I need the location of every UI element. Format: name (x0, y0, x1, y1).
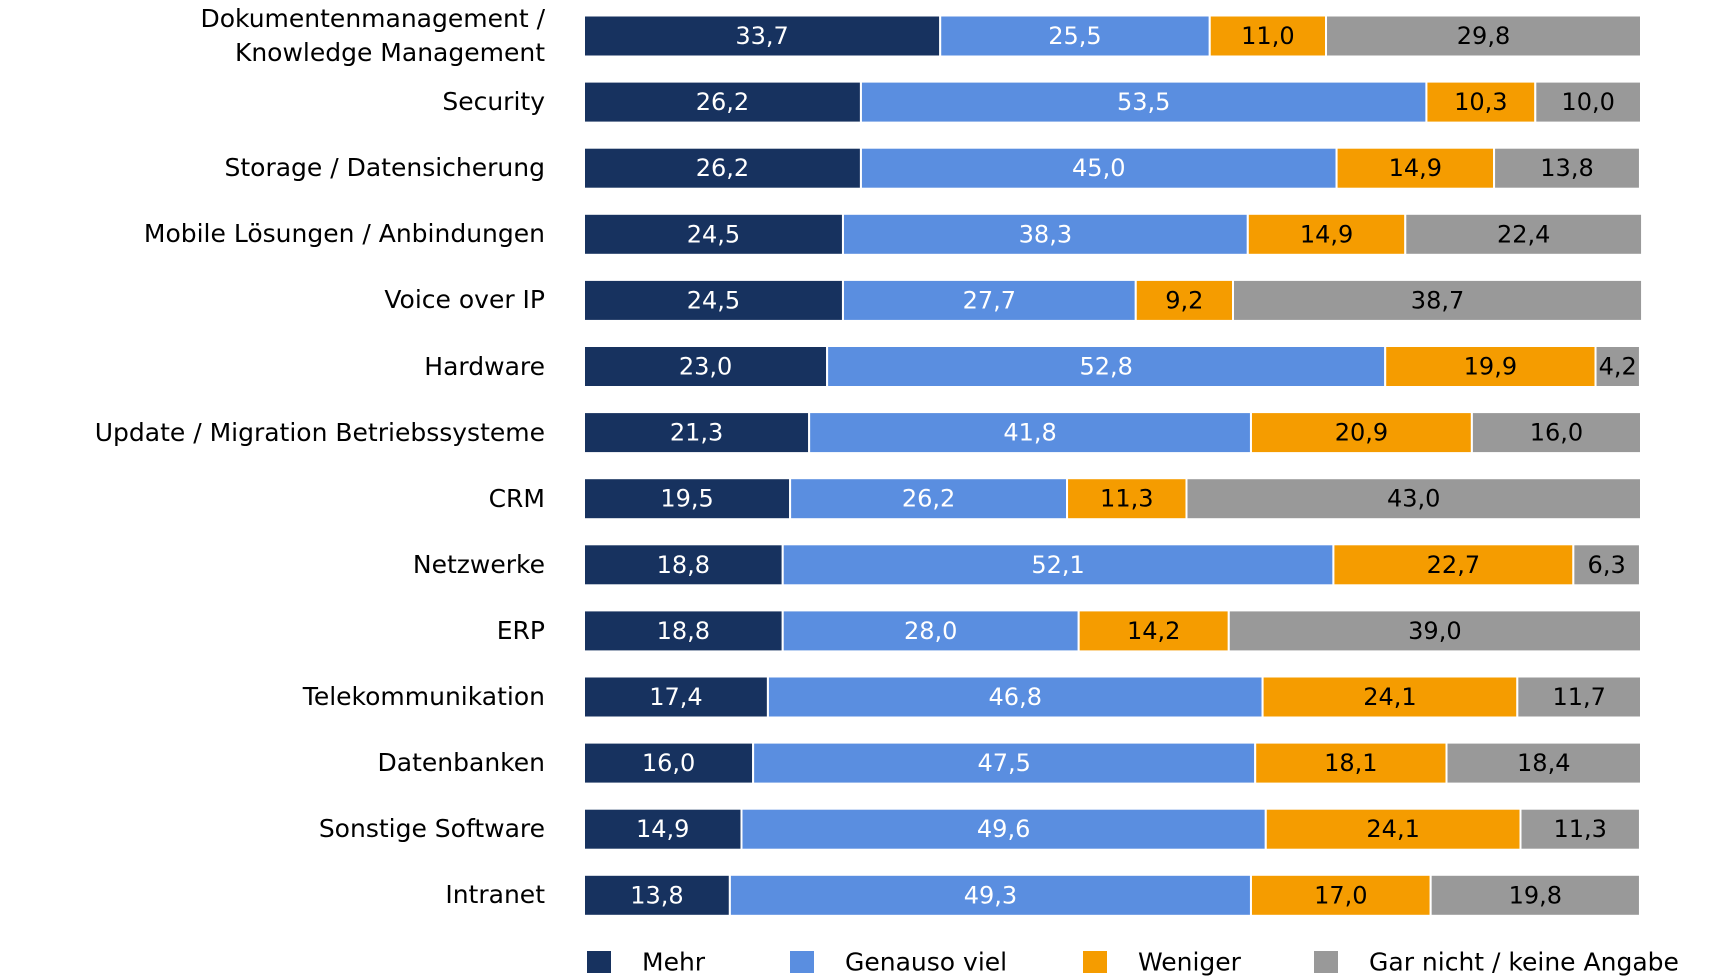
value-label: 22,7 (1427, 551, 1480, 579)
value-label: 6,3 (1588, 551, 1626, 579)
legend-swatch (1314, 951, 1338, 973)
legend-label: Gar nicht / keine Angabe (1369, 948, 1679, 977)
legend-label: Mehr (642, 948, 706, 977)
value-label: 17,0 (1314, 881, 1367, 909)
value-label: 18,8 (657, 551, 710, 579)
value-label: 16,0 (642, 749, 695, 777)
value-label: 11,3 (1100, 485, 1153, 513)
value-label: 14,9 (1389, 154, 1442, 182)
value-label: 29,8 (1457, 22, 1510, 50)
legend-swatch (587, 951, 611, 973)
value-label: 19,8 (1509, 881, 1562, 909)
value-label: 14,9 (1300, 220, 1353, 248)
value-label: 23,0 (679, 353, 732, 381)
value-label: 4,2 (1599, 353, 1637, 381)
value-label: 20,9 (1335, 419, 1388, 447)
value-label: 11,0 (1241, 22, 1294, 50)
value-label: 13,8 (1540, 154, 1593, 182)
value-label: 26,2 (902, 485, 955, 513)
value-label: 19,9 (1464, 353, 1517, 381)
value-label: 24,1 (1363, 683, 1416, 711)
value-label: 28,0 (904, 617, 957, 645)
value-label: 39,0 (1408, 617, 1461, 645)
value-label: 9,2 (1165, 286, 1203, 314)
value-label: 33,7 (735, 22, 788, 50)
value-label: 52,8 (1079, 353, 1132, 381)
value-label: 22,4 (1497, 220, 1550, 248)
value-label: 18,1 (1324, 749, 1377, 777)
value-label: 52,1 (1031, 551, 1084, 579)
value-label: 17,4 (649, 683, 702, 711)
value-label: 18,4 (1517, 749, 1570, 777)
value-label: 49,3 (964, 881, 1017, 909)
value-label: 46,8 (989, 683, 1042, 711)
value-label: 16,0 (1530, 419, 1583, 447)
value-label: 24,1 (1366, 815, 1419, 843)
value-label: 14,9 (636, 815, 689, 843)
value-label: 47,5 (977, 749, 1030, 777)
value-label: 11,7 (1552, 683, 1605, 711)
value-label: 19,5 (660, 485, 713, 513)
value-label: 41,8 (1003, 419, 1056, 447)
legend-swatch (1083, 951, 1107, 973)
legend-label: Genauso viel (845, 948, 1007, 977)
value-label: 49,6 (977, 815, 1030, 843)
value-label: 11,3 (1554, 815, 1607, 843)
value-label: 38,3 (1019, 220, 1072, 248)
value-label: 26,2 (696, 154, 749, 182)
value-label: 27,7 (963, 286, 1016, 314)
value-label: 26,2 (696, 88, 749, 116)
value-label: 43,0 (1387, 485, 1440, 513)
value-label: 45,0 (1072, 154, 1125, 182)
value-label: 25,5 (1048, 22, 1101, 50)
value-label: 21,3 (670, 419, 723, 447)
page: 33,7 25,5 11,0 29,8 26,2 53,5 10,3 10,0 26,2 45,0… (0, 0, 1712, 978)
value-label: 18,8 (657, 617, 710, 645)
value-label: 24,5 (687, 286, 740, 314)
value-label: 14,2 (1127, 617, 1180, 645)
legend-swatch (790, 951, 814, 973)
value-label: 53,5 (1117, 88, 1170, 116)
value-label: 24,5 (687, 220, 740, 248)
value-label: 10,0 (1561, 88, 1614, 116)
legend-label: Weniger (1138, 948, 1242, 977)
category-label: Intranet (0, 855, 545, 935)
value-label: 38,7 (1411, 286, 1464, 314)
value-label: 10,3 (1454, 88, 1507, 116)
value-label: 13,8 (630, 881, 683, 909)
